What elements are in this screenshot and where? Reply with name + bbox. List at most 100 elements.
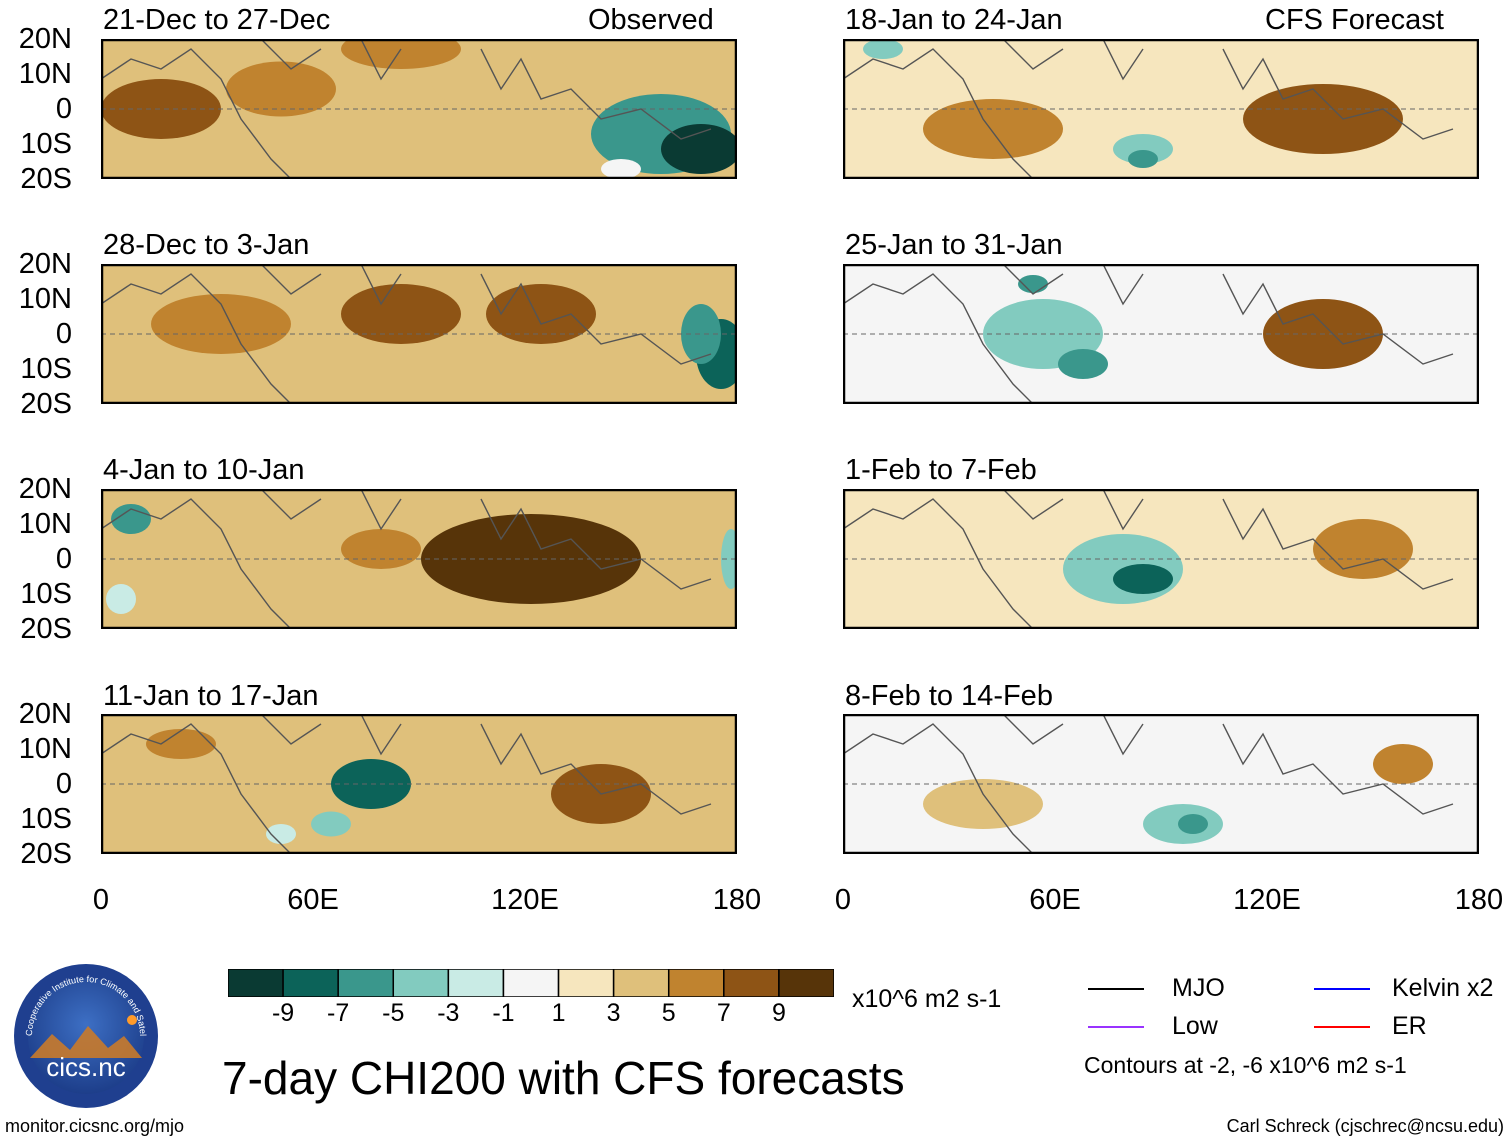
lat-tick-1-4: 20S: [20, 163, 72, 195]
anomaly-blob: [151, 294, 291, 354]
lat-tick-4-4: 20S: [20, 838, 72, 870]
map-panel-3: [101, 489, 737, 629]
colorbar: [228, 969, 834, 997]
colorbar-swatch-9: [723, 969, 780, 997]
coastline: [101, 264, 712, 404]
lat-tick-3-1: 10N: [18, 508, 72, 540]
colorbar-tick-3: -3: [437, 999, 460, 1027]
lat-tick-4-2: 0: [55, 768, 72, 800]
lat-tick-1-1: 10N: [18, 58, 72, 90]
colorbar-swatch-7: [612, 969, 670, 997]
colorbar-tick-0: -9: [271, 999, 295, 1027]
map-frame: [101, 39, 737, 179]
footer-url: monitor.cicsnc.org/mjo: [5, 1116, 185, 1136]
map-panel-1: [101, 39, 737, 179]
map-frame: [843, 489, 1479, 629]
map-frame: [843, 714, 1479, 854]
colorbar-tick-6: 3: [606, 999, 621, 1027]
anomaly-blob: [341, 529, 421, 569]
colorbar-tick-4: -1: [492, 999, 515, 1027]
lat-tick-4-1: 10N: [18, 733, 72, 765]
lat-tick-4-0: 20N: [18, 698, 72, 730]
map-field: [101, 264, 737, 404]
panel-title-6: 25-Jan to 31-Jan: [845, 229, 1063, 261]
map-panel-7: [843, 489, 1479, 629]
anomaly-blob: [266, 824, 296, 844]
colorbar-tick-9: 9: [771, 999, 786, 1027]
coastline: [101, 489, 712, 629]
lat-tick-2-2: 0: [55, 318, 72, 350]
colorbar-swatch-5: [502, 969, 560, 997]
lon-tick-right-180: 180: [1454, 884, 1504, 916]
map-frame: [101, 489, 737, 629]
mjo-legend-line: [1088, 988, 1144, 990]
anomaly-blob: [923, 99, 1063, 159]
coastline: [843, 714, 1454, 854]
map-field: [843, 39, 1479, 179]
map-field: [101, 39, 737, 179]
lon-tick-left-60e: 60E: [287, 884, 339, 916]
anomaly-blob: [1128, 150, 1158, 168]
anomaly-blob: [421, 514, 641, 604]
lat-tick-4-3: 10S: [20, 803, 72, 835]
lon-tick-left-180: 180: [712, 884, 762, 916]
anomaly-blob: [311, 811, 351, 837]
map-panel-5: [843, 39, 1479, 179]
panel-title-1: 21-Dec to 27-Dec: [103, 4, 331, 36]
colorbar-tick-1: -7: [327, 999, 350, 1027]
lat-tick-2-4: 20S: [20, 388, 72, 420]
map-panel-4: [101, 714, 737, 854]
map-frame: [101, 264, 737, 404]
lat-tick-3-0: 20N: [18, 473, 72, 505]
panel-title-4: 11-Jan to 17-Jan: [103, 680, 319, 712]
anomaly-blob: [721, 529, 737, 589]
anomaly-blob: [111, 504, 151, 534]
lon-tick-right-0: 0: [834, 884, 852, 916]
coastline: [101, 39, 712, 179]
coastline: [101, 714, 712, 854]
observed-label: Observed: [588, 4, 714, 36]
footer-credit: Carl Schreck (cjschrec@ncsu.edu): [1226, 1116, 1504, 1136]
anomaly-blob: [1178, 814, 1208, 834]
anomaly-blob: [873, 519, 933, 579]
forecast-label: CFS Forecast: [1265, 4, 1444, 36]
colorbar-swatch-1: [282, 969, 339, 997]
anomaly-blob: [106, 584, 136, 614]
map-panel-8: [843, 714, 1479, 854]
map-frame: [843, 39, 1479, 179]
low-legend-line: [1088, 1026, 1144, 1028]
lat-tick-2-3: 10S: [20, 353, 72, 385]
anomaly-blob: [431, 44, 571, 114]
lon-tick-right-60e: 60E: [1029, 884, 1081, 916]
cics-logo: Cooperative Institute for Climate and Sa…: [12, 962, 158, 1108]
colorbar-tick-7: 5: [661, 999, 676, 1027]
map-frame: [101, 714, 737, 854]
anomaly-blob: [601, 159, 641, 179]
anomaly-blob: [1058, 349, 1108, 379]
lat-tick-3-4: 20S: [20, 613, 72, 645]
anomaly-blob: [863, 39, 903, 59]
anomaly-blob: [486, 284, 596, 344]
colorbar-tick-2: -5: [382, 999, 405, 1027]
kelvin-legend-line: [1314, 988, 1370, 990]
panel-title-8: 8-Feb to 14-Feb: [845, 680, 1053, 712]
colorbar-swatch-8: [667, 969, 725, 997]
anomaly-blob: [146, 729, 216, 759]
colorbar-swatch-2: [337, 969, 395, 997]
panel-title-7: 1-Feb to 7-Feb: [845, 454, 1037, 486]
map-panel-2: [101, 264, 737, 404]
coastline: [843, 489, 1454, 629]
colorbar-swatch-6: [557, 969, 615, 997]
lat-tick-1-2: 0: [55, 93, 72, 125]
anomaly-blob: [101, 79, 221, 139]
panel-title-3: 4-Jan to 10-Jan: [103, 454, 305, 486]
lon-tick-left-120e: 120E: [491, 884, 559, 916]
er-legend-label: ER: [1392, 1012, 1427, 1040]
lat-tick-3-3: 10S: [20, 578, 72, 610]
contour-note: Contours at -2, -6 x10^6 m2 s-1: [1084, 1052, 1407, 1078]
anomaly-blob: [923, 779, 1043, 829]
figure-title: 7-day CHI200 with CFS forecasts: [222, 1052, 905, 1104]
map-panel-6: [843, 264, 1479, 404]
anomaly-blob: [681, 304, 721, 364]
coastline: [843, 264, 1454, 404]
